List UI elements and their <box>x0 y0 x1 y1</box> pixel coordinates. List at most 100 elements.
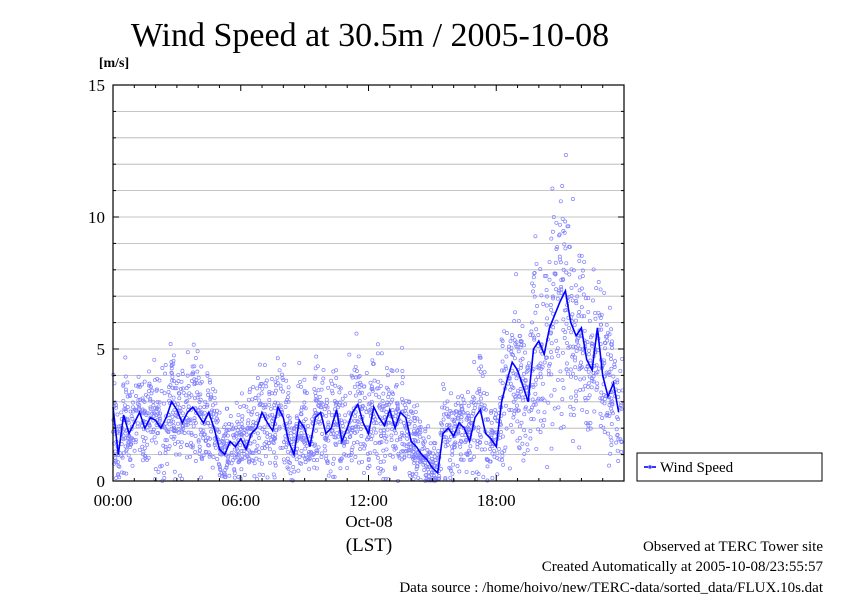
data-point <box>489 409 494 414</box>
data-point <box>453 402 458 407</box>
data-point <box>167 393 172 398</box>
data-point <box>316 445 321 450</box>
data-point <box>224 463 229 468</box>
data-point <box>520 441 525 446</box>
data-point <box>213 401 218 406</box>
data-point <box>616 459 621 463</box>
data-point <box>605 412 610 417</box>
data-point <box>170 385 175 390</box>
data-point <box>561 386 566 391</box>
data-point <box>353 393 358 398</box>
data-point <box>477 355 482 360</box>
data-point <box>275 401 280 406</box>
data-point <box>466 413 471 418</box>
data-point <box>212 395 217 400</box>
data-point <box>307 456 312 460</box>
data-point <box>476 472 481 476</box>
data-point <box>550 186 555 191</box>
data-point <box>195 349 200 354</box>
data-point <box>296 383 301 388</box>
legend: Wind Speed <box>636 452 823 482</box>
data-point <box>504 366 508 371</box>
data-point <box>229 461 234 466</box>
x-tick-label: 06:00 <box>221 491 260 510</box>
data-point <box>425 448 430 452</box>
data-point <box>522 451 527 456</box>
data-point <box>449 391 453 396</box>
footer-line-1: Observed at TERC Tower site <box>643 539 823 555</box>
data-point <box>586 423 591 428</box>
data-point <box>530 333 535 338</box>
data-point <box>180 411 185 416</box>
data-point <box>517 424 522 429</box>
data-point <box>570 439 575 444</box>
data-point <box>538 267 543 272</box>
data-point <box>315 466 319 471</box>
data-point <box>482 370 487 375</box>
data-point <box>364 371 369 375</box>
data-point <box>470 471 475 475</box>
data-point <box>171 353 176 358</box>
data-point <box>384 385 389 390</box>
data-point <box>569 330 574 335</box>
data-point <box>244 404 249 409</box>
data-point <box>176 372 181 377</box>
data-point <box>167 422 172 427</box>
data-point <box>315 449 320 454</box>
data-point <box>549 372 554 377</box>
data-point <box>370 388 375 393</box>
data-point <box>247 456 252 461</box>
data-point <box>460 433 465 438</box>
data-point <box>187 391 192 396</box>
data-point <box>609 357 614 362</box>
data-point <box>448 466 453 471</box>
data-point <box>240 417 245 422</box>
y-tick-labels: 0 5 10 15 <box>88 76 105 491</box>
data-point <box>443 476 448 481</box>
data-point <box>340 396 345 401</box>
data-point <box>358 427 363 431</box>
data-point <box>199 412 204 417</box>
data-point <box>525 368 530 373</box>
data-point <box>509 407 514 412</box>
data-point <box>313 411 318 416</box>
data-point <box>158 451 162 456</box>
data-point <box>390 408 395 413</box>
data-point <box>570 197 575 201</box>
data-point <box>481 475 486 480</box>
data-point <box>553 260 558 265</box>
data-point <box>303 446 308 451</box>
data-point <box>574 389 579 394</box>
data-point <box>248 387 252 392</box>
data-point <box>148 406 153 411</box>
data-point <box>549 330 554 335</box>
data-point <box>539 293 544 298</box>
data-point <box>441 417 446 422</box>
data-point <box>606 431 611 436</box>
data-point <box>275 356 280 361</box>
data-point <box>486 417 490 422</box>
data-point <box>274 428 279 433</box>
data-point <box>128 409 133 414</box>
data-point <box>148 405 153 410</box>
data-point <box>408 445 413 450</box>
data-point <box>370 433 375 438</box>
data-point <box>586 369 591 374</box>
data-point <box>430 459 435 464</box>
data-point <box>143 436 148 441</box>
data-point <box>284 397 289 402</box>
data-point <box>467 428 472 432</box>
data-point <box>490 451 495 456</box>
data-point <box>565 371 570 376</box>
data-point <box>547 363 552 368</box>
data-point <box>173 412 178 417</box>
data-point <box>371 361 375 366</box>
data-point <box>544 322 549 327</box>
data-point <box>548 303 553 307</box>
data-point <box>508 387 513 392</box>
data-point <box>193 381 198 386</box>
data-point <box>180 476 184 481</box>
data-point <box>386 395 391 399</box>
data-point <box>224 428 229 433</box>
data-point <box>366 402 371 407</box>
